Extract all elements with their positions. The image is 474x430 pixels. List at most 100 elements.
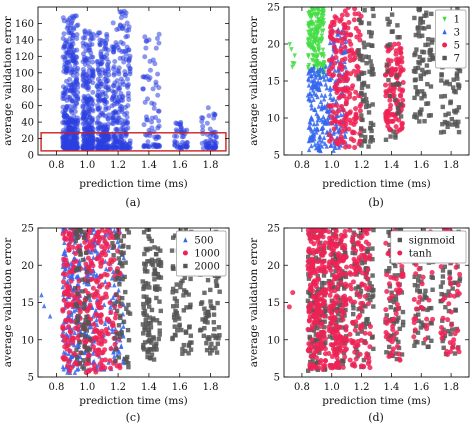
data-point (447, 81, 452, 87)
data-point (69, 118, 75, 124)
data-point (211, 333, 216, 338)
data-point (309, 228, 315, 232)
legend-label: 5 (454, 41, 460, 52)
data-point (183, 228, 188, 232)
data-point (439, 78, 444, 83)
data-point (340, 107, 346, 113)
data-point (103, 291, 109, 297)
data-point (100, 89, 106, 95)
data-point (307, 124, 313, 130)
data-point (314, 300, 320, 306)
data-point (208, 345, 213, 351)
data-point (412, 274, 417, 280)
data-point (453, 280, 458, 286)
data-point (86, 321, 91, 326)
data-point (385, 69, 390, 74)
data-point (90, 31, 96, 37)
data-point (306, 265, 312, 271)
data-point (102, 321, 108, 327)
data-point (320, 367, 326, 373)
data-point (145, 324, 150, 330)
data-point (412, 343, 417, 348)
data-point (340, 325, 346, 330)
data-point (102, 76, 108, 82)
data-point (370, 43, 375, 49)
data-point (456, 105, 462, 110)
data-point (452, 331, 458, 337)
data-point (424, 326, 430, 332)
data-point (357, 108, 363, 114)
data-point (411, 296, 417, 302)
data-point (116, 256, 121, 261)
data-point (118, 23, 124, 29)
data-point (88, 268, 94, 274)
data-point (144, 313, 149, 318)
data-point (81, 366, 87, 371)
data-point (157, 332, 162, 337)
data-point (112, 282, 117, 288)
data-point (424, 13, 429, 18)
data-point (387, 284, 393, 289)
data-point (330, 281, 336, 287)
data-point (156, 118, 162, 124)
data-point (398, 114, 404, 119)
data-point (389, 339, 395, 345)
data-point (73, 251, 79, 257)
data-point (426, 37, 431, 42)
data-point (84, 269, 90, 274)
data-point (330, 240, 336, 246)
data-point (74, 274, 79, 280)
data-point (90, 285, 96, 291)
data-point (388, 102, 394, 108)
data-point (73, 13, 79, 19)
data-point (326, 264, 332, 270)
data-point (104, 31, 110, 37)
data-point (438, 130, 444, 135)
legend-label: tanh (409, 249, 432, 260)
data-point (178, 284, 183, 290)
data-point (416, 266, 422, 272)
data-point (143, 246, 149, 252)
data-point (359, 71, 364, 77)
data-point (188, 276, 193, 282)
data-point (305, 304, 311, 310)
data-point (89, 246, 95, 252)
data-point (145, 139, 151, 145)
data-point (430, 287, 435, 292)
data-point (66, 247, 72, 253)
data-point (352, 144, 358, 150)
data-point (320, 285, 325, 290)
data-point (327, 235, 333, 241)
data-point (355, 353, 360, 359)
data-point (305, 368, 311, 373)
data-point (400, 97, 406, 103)
data-point (450, 286, 455, 291)
data-point (121, 302, 127, 308)
data-point (334, 308, 340, 314)
data-point (113, 336, 118, 341)
data-point (338, 276, 344, 281)
data-point (319, 339, 325, 345)
x-axis-label: prediction time (ms) (79, 178, 188, 190)
data-point (366, 21, 372, 26)
data-point (357, 139, 363, 145)
data-point (70, 244, 76, 250)
data-point (186, 342, 192, 348)
data-point (311, 39, 316, 45)
data-point (322, 92, 328, 98)
data-point (351, 311, 356, 317)
data-point (121, 323, 126, 329)
data-point (358, 288, 364, 294)
data-point (398, 102, 403, 107)
data-point (339, 12, 345, 18)
data-point (324, 108, 329, 114)
data-point (120, 55, 126, 61)
data-point (323, 72, 328, 78)
data-point (81, 93, 87, 99)
data-point (212, 143, 218, 149)
data-point (443, 305, 448, 310)
data-point (385, 57, 391, 63)
data-point (340, 303, 346, 309)
data-point (345, 7, 351, 11)
data-point (357, 17, 362, 22)
